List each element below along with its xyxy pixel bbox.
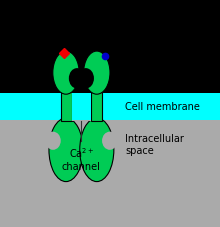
Bar <box>0 120 220 227</box>
Ellipse shape <box>77 68 94 89</box>
Bar <box>0 93 220 120</box>
Ellipse shape <box>49 118 83 182</box>
Ellipse shape <box>102 132 117 150</box>
Bar <box>91 92 102 121</box>
Ellipse shape <box>84 51 110 94</box>
Text: Ca$^{2+}$
channel: Ca$^{2+}$ channel <box>62 146 101 172</box>
Bar <box>61 92 72 121</box>
Ellipse shape <box>80 118 114 182</box>
Text: Intracellular
space: Intracellular space <box>125 134 184 156</box>
Bar <box>0 0 220 93</box>
Ellipse shape <box>45 132 61 150</box>
Ellipse shape <box>69 68 85 89</box>
Text: Cell membrane: Cell membrane <box>125 102 200 112</box>
Bar <box>72 119 91 121</box>
Ellipse shape <box>53 51 79 94</box>
Bar <box>72 93 91 120</box>
